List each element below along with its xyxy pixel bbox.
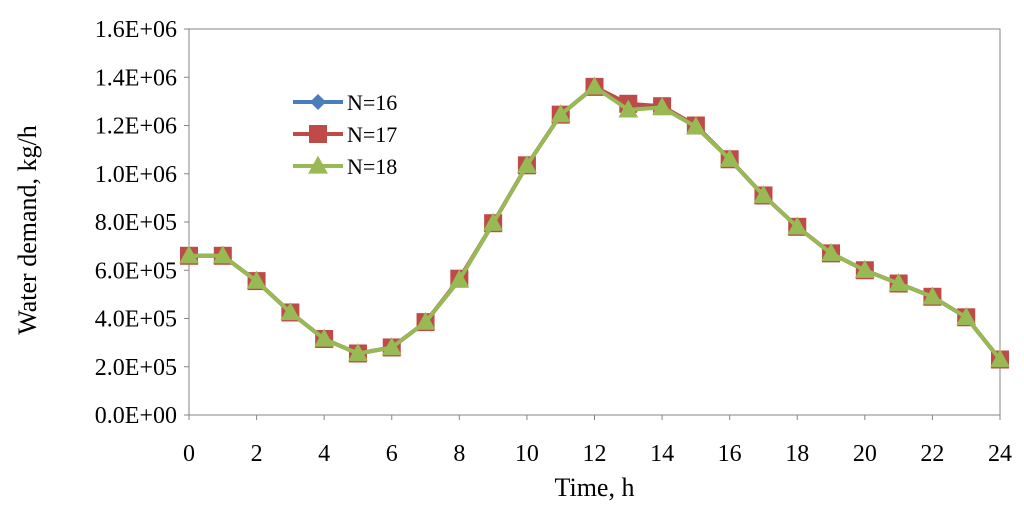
series-layer: [179, 76, 1010, 369]
legend-label: N=16: [347, 90, 397, 115]
y-tick-label: 6.0E+05: [95, 258, 177, 284]
data-point: [381, 337, 402, 356]
data-point: [212, 245, 233, 264]
x-tick-label: 20: [853, 441, 877, 467]
y-tick-label: 1.0E+06: [95, 162, 177, 188]
x-tick-label: 6: [386, 441, 398, 467]
data-point: [787, 216, 808, 235]
data-point: [179, 245, 199, 264]
y-tick-label: 1.6E+06: [95, 17, 177, 43]
data-point: [483, 212, 504, 231]
x-tick-label: 22: [920, 441, 944, 467]
y-tick-label: 8.0E+05: [95, 210, 177, 236]
legend: N=16 N=17 N=18: [293, 90, 397, 179]
data-point: [415, 311, 436, 330]
y-tick-label: 0.0E+00: [95, 403, 177, 429]
legend-marker: [308, 155, 328, 174]
x-tick-label: 14: [650, 441, 674, 467]
data-point: [821, 243, 841, 262]
x-tick-label: 4: [318, 441, 330, 467]
data-point: [922, 286, 943, 305]
data-point: [280, 302, 301, 321]
data-point: [246, 270, 267, 289]
data-point: [618, 99, 639, 118]
series-3: [179, 76, 1010, 368]
x-tick-label: 2: [251, 441, 263, 467]
data-point: [550, 104, 571, 123]
x-tick-label: 24: [988, 441, 1012, 467]
data-point: [854, 259, 875, 278]
data-point: [517, 154, 537, 173]
data-point: [753, 185, 774, 204]
data-point: [719, 148, 740, 167]
data-point: [348, 343, 368, 362]
x-axis-title: Time, h: [555, 473, 635, 502]
y-tick-label: 1.4E+06: [95, 65, 177, 91]
legend-entry: N=16: [293, 90, 397, 115]
x-tick-label: 16: [718, 441, 742, 467]
legend-label: N=18: [347, 154, 397, 179]
y-tick-label: 2.0E+05: [95, 355, 177, 381]
y-tick-label: 4.0E+05: [95, 307, 177, 333]
x-tick-label: 12: [583, 441, 607, 467]
legend-marker: [309, 125, 327, 143]
data-point: [956, 306, 977, 325]
x-tick-label: 10: [515, 441, 539, 467]
legend-marker: [310, 94, 326, 110]
data-point: [685, 116, 706, 135]
data-point: [314, 328, 335, 347]
legend-label: N=17: [347, 122, 397, 147]
y-tick-label: 1.2E+06: [95, 114, 177, 140]
data-point: [888, 273, 909, 292]
x-tick-label: 0: [183, 441, 195, 467]
data-point: [584, 76, 605, 95]
legend-entry: N=18: [293, 154, 397, 179]
x-axis-ticks: 0 2 4 6 8 10 12 14 16 18 20 22 24: [183, 415, 1012, 467]
data-point: [449, 269, 470, 288]
y-axis-title: Water demand, kg/h: [13, 125, 42, 334]
legend-entry: N=17: [293, 122, 397, 147]
x-tick-label: 18: [785, 441, 809, 467]
y-axis-ticks: 0.0E+00 2.0E+05 4.0E+05 6.0E+05 8.0E+05 1.0E+…: [95, 17, 189, 429]
data-point: [652, 97, 672, 116]
x-tick-label: 8: [453, 441, 465, 467]
data-point: [990, 349, 1010, 368]
